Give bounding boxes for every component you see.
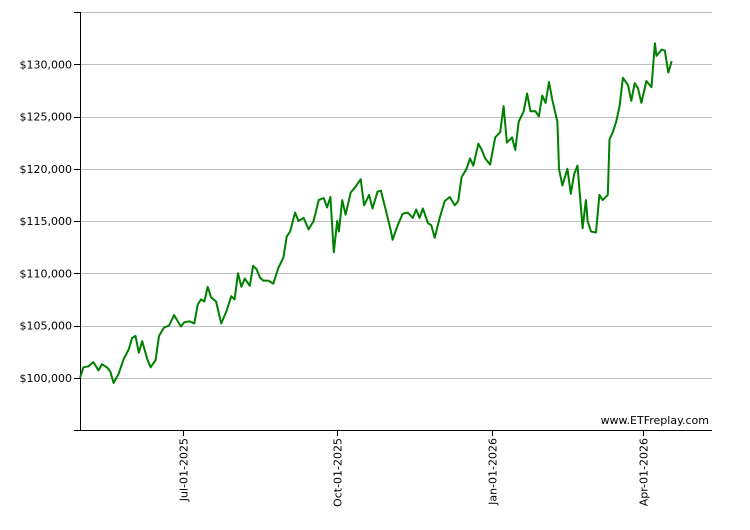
gridlines [80,12,712,379]
watermark-text: www.ETFreplay.com [601,414,709,427]
x-tick-label: Apr-01-2026 [638,438,651,506]
series-layer [79,42,673,384]
x-tick-label: Jul-01-2025 [178,438,191,502]
y-tick-label: $130,000 [20,58,73,71]
y-tick-label: $110,000 [20,267,73,280]
y-tick-label: $120,000 [20,163,73,176]
y-tick-label: $125,000 [20,111,73,124]
x-tick-label: Oct-01-2025 [332,438,345,507]
y-tick-label: $115,000 [20,215,73,228]
x-tick-label: Jan-01-2026 [487,438,500,506]
y-tick-label: $100,000 [20,372,73,385]
y-tick-label: $105,000 [20,320,73,333]
series-line [79,42,673,384]
axes: $100,000 $105,000 $110,000 $115,000 $120,000… [20,12,712,507]
